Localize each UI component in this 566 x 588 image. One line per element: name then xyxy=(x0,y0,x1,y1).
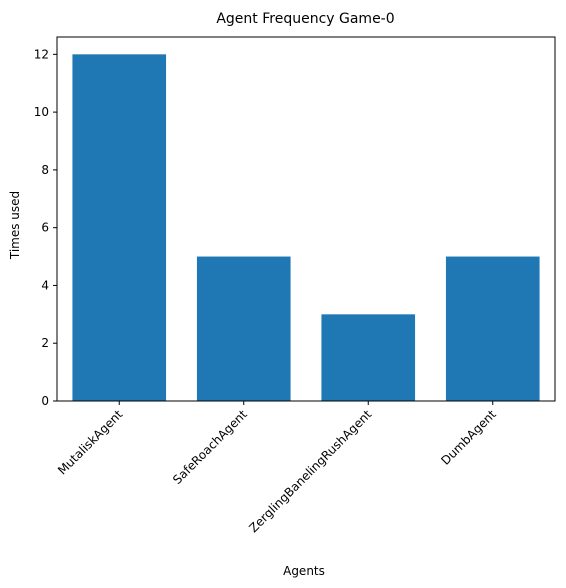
bar-MutaliskAgent xyxy=(72,54,167,401)
y-tick-label: 8 xyxy=(41,163,49,177)
y-tick-label: 0 xyxy=(41,394,49,408)
x-tick-label: SafeRoachAgent xyxy=(170,407,250,487)
bar-ZerglingBanelingRushAgent xyxy=(321,314,416,401)
y-tick-label: 12 xyxy=(34,47,49,61)
x-tick-label: DumbAgent xyxy=(438,407,499,468)
y-tick-label: 10 xyxy=(34,105,49,119)
bar-SafeRoachAgent xyxy=(196,256,291,401)
y-axis-label: Times used xyxy=(8,191,22,260)
bar-DumbAgent xyxy=(445,256,540,401)
x-tick-label: ZerglingBanelingRushAgent xyxy=(246,407,374,535)
y-tick-label: 4 xyxy=(41,278,49,292)
bars xyxy=(72,54,540,401)
x-tick-label: MutaliskAgent xyxy=(55,407,125,477)
x-axis: MutaliskAgent SafeRoachAgentZerglingBanel… xyxy=(55,401,499,535)
chart-title: Agent Frequency Game-0 xyxy=(216,11,394,27)
y-tick-label: 6 xyxy=(41,221,49,235)
y-axis: 0 2 4 6 8 10 12 xyxy=(34,47,57,408)
plot-frame xyxy=(56,36,556,402)
y-tick-label: 2 xyxy=(41,336,49,350)
x-axis-label: Agents xyxy=(283,564,325,578)
